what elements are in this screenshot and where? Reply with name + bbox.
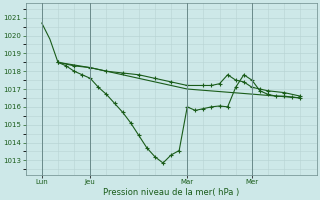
X-axis label: Pression niveau de la mer( hPa ): Pression niveau de la mer( hPa ) [103,188,239,197]
